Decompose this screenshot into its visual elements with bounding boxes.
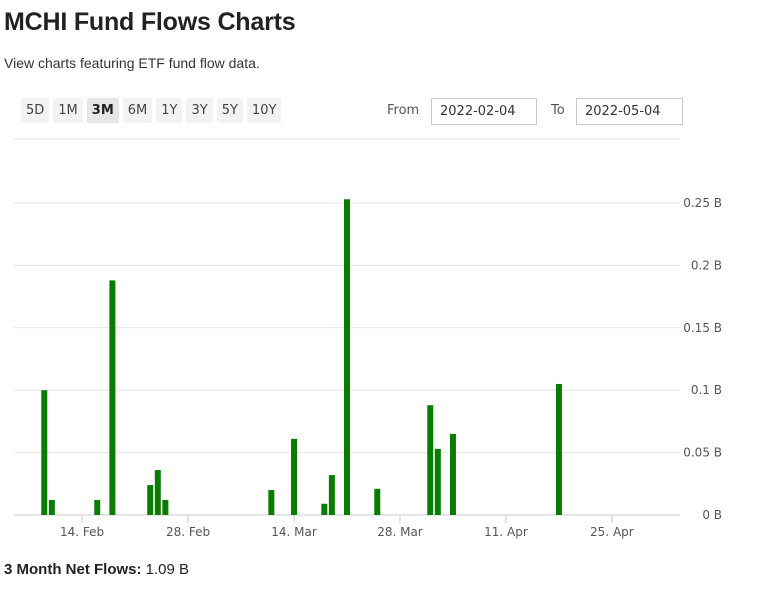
bar: [48, 500, 55, 515]
bar: [374, 488, 381, 515]
range-button-3y[interactable]: 3Y: [186, 98, 213, 123]
x-tick-label: 25. Apr: [590, 525, 634, 539]
bar: [321, 503, 328, 515]
net-flows-summary: 3 Month Net Flows: 1.09 B: [4, 561, 189, 578]
bar: [109, 280, 116, 515]
fund-flows-chart: 0 B 0.05 B 0.1 B 0.15 B 0.2 B 0.25 B 14. Feb 2…: [14, 138, 722, 539]
x-tick-label: 14. Mar: [271, 525, 317, 539]
range-button-1y[interactable]: 1Y: [156, 98, 183, 123]
x-tick-label: 11. Apr: [484, 525, 528, 539]
bar: [162, 500, 169, 515]
x-tick-label: 28. Feb: [166, 525, 210, 539]
bar: [449, 433, 456, 515]
bar: [291, 438, 298, 515]
x-tick-label: 14. Feb: [60, 525, 104, 539]
range-button-5d[interactable]: 5D: [21, 98, 50, 123]
x-axis-labels: 14. Feb 28. Feb 14. Mar 28. Mar 11. Apr 25. A…: [60, 525, 634, 539]
y-axis-labels: 0 B 0.05 B 0.1 B 0.15 B 0.2 B 0.25 B: [683, 196, 722, 522]
page-subtitle: View charts featuring ETF fund flow data…: [4, 55, 260, 71]
range-button-6m[interactable]: 6M: [122, 98, 153, 123]
y-tick-label: 0.05 B: [683, 446, 722, 460]
bar-layer: [41, 199, 562, 516]
y-tick-label: 0.1 B: [691, 383, 722, 397]
from-label: From: [387, 103, 420, 118]
range-button-1m[interactable]: 1M: [53, 98, 83, 123]
to-label: To: [551, 103, 565, 118]
bar: [328, 475, 335, 515]
bar: [555, 383, 562, 515]
bar: [434, 448, 441, 515]
bar: [154, 470, 161, 515]
bar: [41, 390, 48, 515]
range-button-10y[interactable]: 10Y: [246, 98, 282, 123]
from-date-input[interactable]: 2022-02-04: [431, 98, 537, 125]
range-button-3m[interactable]: 3M: [86, 98, 119, 123]
net-flows-value: 1.09 B: [145, 561, 190, 578]
range-selector: 5D 1M 3M 6M 1Y 3Y 5Y 10Y: [21, 98, 282, 123]
bar: [344, 199, 350, 516]
range-button-5y[interactable]: 5Y: [216, 98, 243, 123]
bar: [94, 500, 101, 515]
x-tick-label: 28. Mar: [377, 525, 423, 539]
net-flows-label: 3 Month Net Flows:: [4, 561, 142, 578]
to-date-input[interactable]: 2022-05-04: [576, 98, 683, 125]
y-tick-label: 0.2 B: [691, 258, 722, 272]
page-title: MCHI Fund Flows Charts: [4, 8, 296, 36]
y-tick-label: 0.25 B: [683, 196, 722, 210]
y-tick-label: 0.15 B: [683, 321, 722, 335]
bar: [427, 405, 434, 515]
bar: [268, 490, 275, 515]
bar: [147, 485, 154, 515]
y-tick-label: 0 B: [702, 508, 722, 522]
